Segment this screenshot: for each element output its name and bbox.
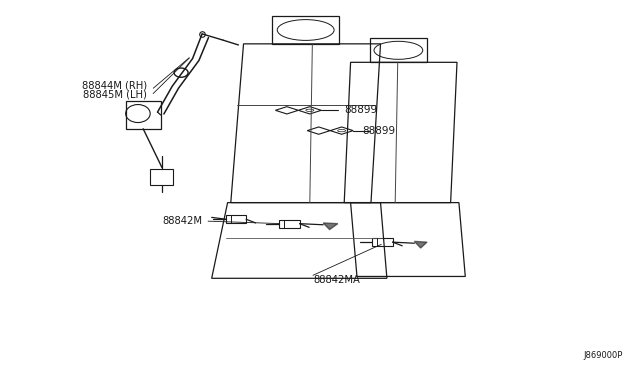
- Text: 88844M (RH): 88844M (RH): [81, 81, 147, 90]
- Text: 88899: 88899: [344, 105, 378, 115]
- Text: J869000P: J869000P: [583, 350, 623, 359]
- Text: 88842M: 88842M: [162, 216, 202, 226]
- Text: 88899: 88899: [363, 126, 396, 136]
- Text: 88845M (LH): 88845M (LH): [83, 89, 147, 99]
- Text: 88842MA: 88842MA: [314, 275, 360, 285]
- Polygon shape: [323, 223, 338, 230]
- Polygon shape: [414, 241, 427, 248]
